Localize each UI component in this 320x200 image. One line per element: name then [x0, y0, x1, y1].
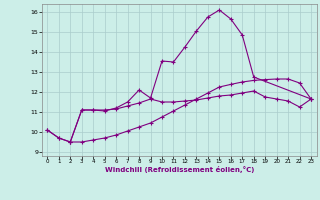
X-axis label: Windchill (Refroidissement éolien,°C): Windchill (Refroidissement éolien,°C) — [105, 166, 254, 173]
